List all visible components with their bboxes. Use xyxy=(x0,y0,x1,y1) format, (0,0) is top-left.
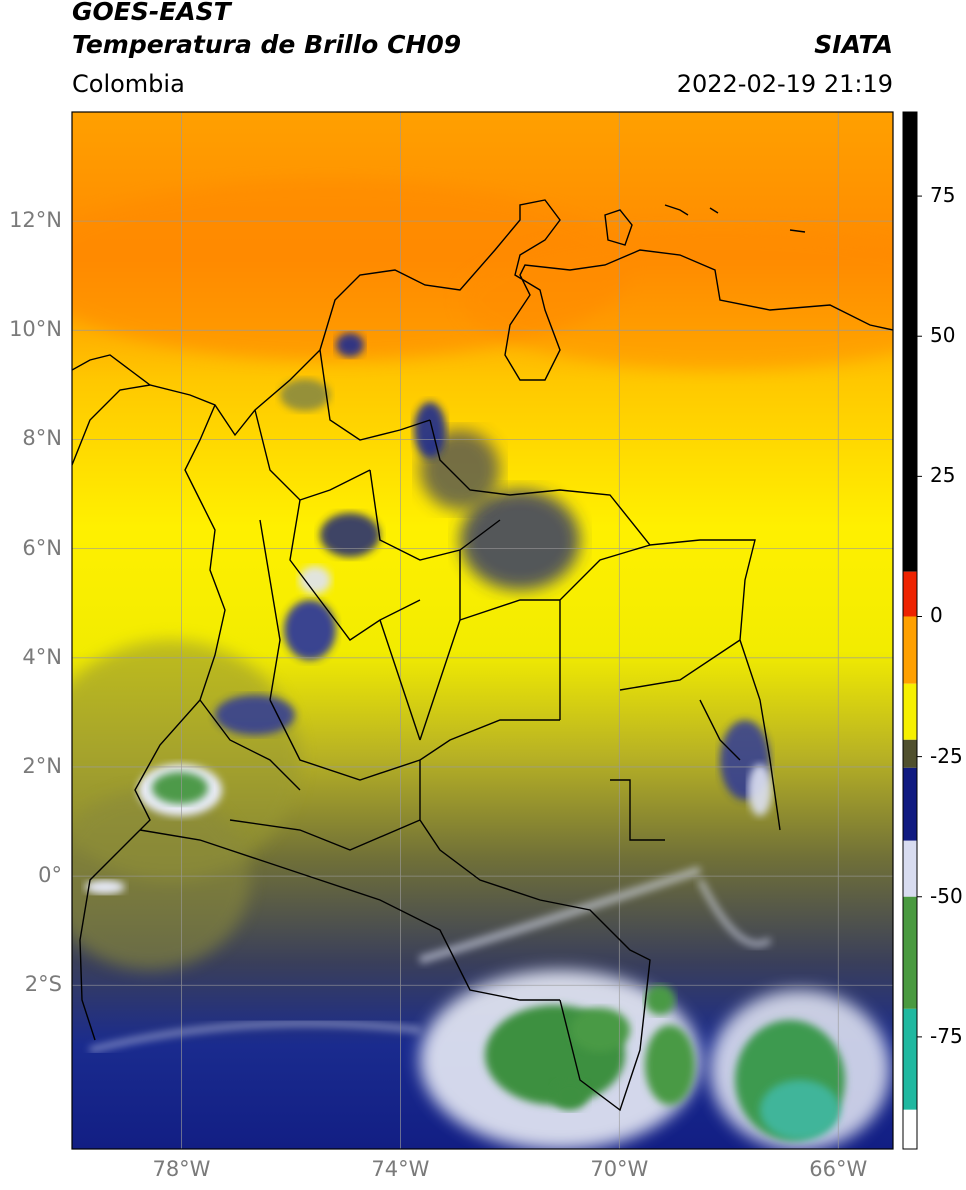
colorbar-tick-label: -75 xyxy=(930,1023,963,1048)
lon-tick-label: 78°W xyxy=(152,1157,211,1181)
colorbar-segment xyxy=(903,767,917,841)
lon-tick-label: 74°W xyxy=(371,1157,430,1181)
colorbar-segment xyxy=(903,840,917,897)
brand-label: SIATA xyxy=(814,30,893,59)
lat-tick-label: 12°N xyxy=(9,208,62,233)
lat-tick-label: 2°S xyxy=(24,972,62,997)
colorbar-tick-label: -50 xyxy=(930,883,963,908)
product-title: Temperatura de Brillo CH09 xyxy=(72,30,462,59)
map-frame xyxy=(71,111,894,1150)
colorbar xyxy=(903,112,922,1149)
colorbar-segment xyxy=(903,616,917,684)
lat-tick-label: 6°N xyxy=(22,535,62,560)
cloud-field xyxy=(72,112,893,1149)
colorbar-segment xyxy=(903,1109,917,1149)
colorbar-tick-label: 25 xyxy=(930,463,956,488)
lon-tick-label: 70°W xyxy=(590,1157,649,1181)
colorbar-segment xyxy=(903,896,917,1009)
lat-tick-label: 10°N xyxy=(9,317,62,342)
colorbar-segment xyxy=(903,739,917,768)
colorbar-tick-label: -25 xyxy=(930,743,963,768)
region-label: Colombia xyxy=(72,70,185,98)
colorbar-segment xyxy=(903,112,917,572)
lat-tick-label: 8°N xyxy=(22,426,62,451)
colorbar-tick-label: 50 xyxy=(930,323,956,348)
gridlines xyxy=(72,112,893,1149)
colorbar-frame xyxy=(902,111,918,1150)
timestamp-label: 2022-02-19 21:19 xyxy=(676,70,893,98)
lat-tick-label: 2°N xyxy=(22,753,62,778)
colorbar-segment xyxy=(903,1008,917,1110)
colorbar-segment xyxy=(903,683,917,740)
colorbar-segment xyxy=(903,571,917,617)
satellite-title: GOES-EAST xyxy=(72,0,231,26)
colorbar-tick-label: 0 xyxy=(930,603,943,628)
lon-tick-label: 66°W xyxy=(809,1157,868,1181)
lat-tick-label: 4°N xyxy=(22,644,62,669)
coastline-borders xyxy=(72,199,893,1112)
colorbar-tick-label: 75 xyxy=(930,183,956,208)
lat-tick-label: 0° xyxy=(38,863,62,888)
